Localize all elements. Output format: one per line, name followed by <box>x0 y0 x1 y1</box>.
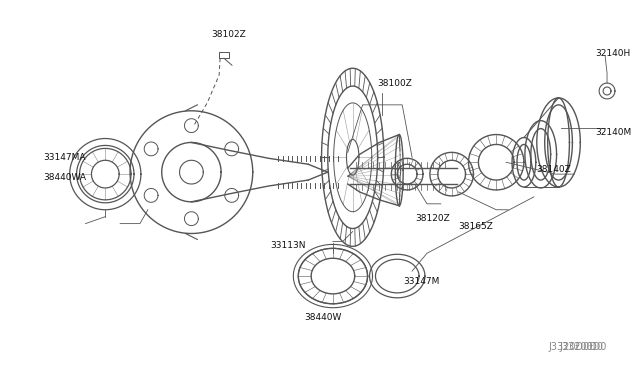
Text: 38120Z: 38120Z <box>415 214 450 223</box>
Text: 38100Z: 38100Z <box>378 79 412 88</box>
Text: 33147M: 33147M <box>403 276 440 285</box>
Text: 38102Z: 38102Z <box>212 29 246 39</box>
Text: J3320Ð0Ð0: J3320Ð0Ð0 <box>548 342 603 352</box>
Text: 33147MA: 33147MA <box>43 153 86 162</box>
Text: 38440W: 38440W <box>304 313 342 322</box>
Text: 38440WA: 38440WA <box>43 173 86 182</box>
Text: 33113N: 33113N <box>271 241 306 250</box>
Text: J33200D0: J33200D0 <box>559 342 607 352</box>
Text: 38140Z: 38140Z <box>536 165 570 174</box>
Text: 32140H: 32140H <box>595 49 630 58</box>
Text: 32140M: 32140M <box>595 128 632 137</box>
Text: 38165Z: 38165Z <box>459 222 493 231</box>
